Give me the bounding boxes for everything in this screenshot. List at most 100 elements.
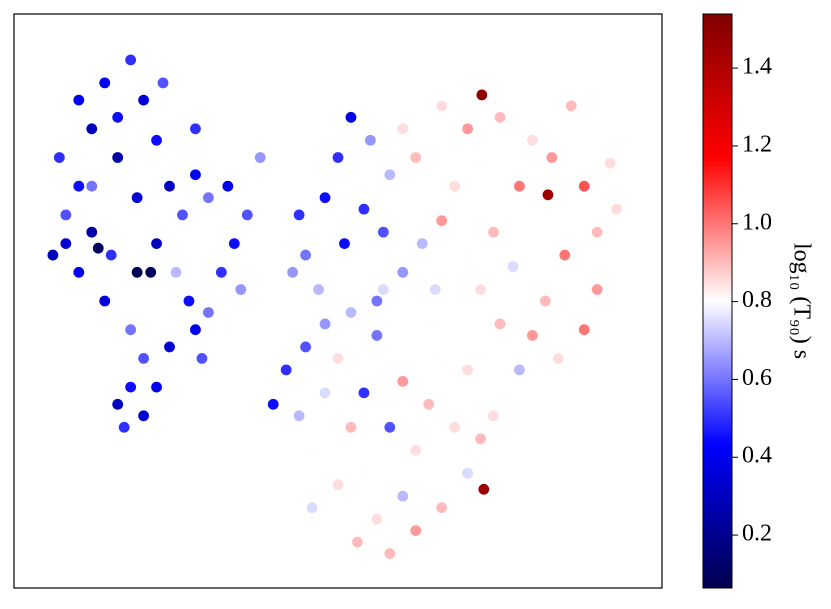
point — [551, 351, 565, 365]
point — [137, 93, 151, 107]
point — [409, 523, 423, 538]
colorbar-label: log₁₀ (T₉₀) s — [788, 243, 814, 359]
point — [130, 265, 144, 279]
colorbar-tick-label: 0.2 — [742, 521, 772, 547]
point — [363, 133, 377, 147]
point — [473, 432, 488, 446]
point — [525, 133, 540, 147]
point — [422, 317, 436, 331]
point — [253, 150, 267, 165]
point — [475, 88, 489, 102]
point — [435, 99, 449, 113]
colorbar-tick-label: 0.6 — [742, 365, 772, 391]
point — [169, 265, 183, 279]
point — [149, 133, 164, 147]
point — [577, 323, 591, 337]
point — [98, 294, 112, 308]
point — [473, 282, 488, 297]
point — [331, 478, 345, 492]
point — [415, 237, 429, 251]
point — [85, 122, 99, 136]
colorbar — [702, 13, 733, 589]
point — [512, 179, 527, 193]
point — [435, 351, 449, 365]
point — [292, 208, 306, 222]
point — [234, 282, 248, 297]
point — [590, 282, 604, 297]
point — [370, 328, 384, 343]
point — [493, 110, 507, 124]
point — [506, 259, 520, 274]
point — [201, 191, 215, 205]
point — [512, 363, 527, 377]
point — [344, 420, 358, 434]
point — [299, 340, 313, 354]
point — [396, 374, 410, 388]
colorbar-tick-label: 1.2 — [742, 131, 772, 157]
point — [603, 156, 617, 170]
point — [448, 179, 462, 193]
point — [486, 409, 501, 423]
point — [435, 501, 449, 515]
point — [541, 188, 555, 202]
point — [318, 191, 332, 205]
point — [376, 225, 390, 239]
point — [422, 397, 436, 411]
point — [124, 380, 138, 394]
point — [59, 237, 73, 251]
point — [175, 208, 190, 222]
point — [538, 294, 552, 308]
point — [396, 122, 410, 136]
point — [616, 133, 630, 147]
point — [461, 363, 475, 377]
point — [104, 248, 118, 262]
colorbar-tick-label: 1.0 — [742, 209, 772, 235]
point — [240, 208, 254, 222]
point — [305, 501, 319, 515]
point — [188, 323, 203, 337]
point — [59, 208, 73, 222]
point — [266, 397, 280, 411]
point — [357, 466, 371, 480]
point — [149, 237, 164, 251]
point — [214, 265, 228, 279]
point — [91, 241, 105, 255]
points — [46, 53, 630, 561]
point — [461, 466, 475, 480]
point — [111, 150, 125, 165]
point — [486, 225, 501, 239]
point — [383, 168, 397, 182]
colorbar-tick-label: 1.4 — [742, 54, 772, 80]
point — [409, 443, 423, 457]
point — [461, 248, 475, 262]
point — [130, 191, 144, 205]
point — [188, 168, 203, 182]
point — [311, 282, 326, 297]
point — [435, 214, 449, 228]
point — [85, 179, 99, 193]
point — [72, 93, 86, 107]
point — [85, 225, 99, 239]
point — [137, 409, 151, 423]
plot-frame — [13, 13, 663, 589]
point — [610, 202, 624, 216]
point — [350, 535, 365, 549]
point — [344, 305, 358, 320]
point — [221, 179, 235, 193]
point — [292, 409, 306, 423]
point — [383, 546, 397, 561]
point — [493, 317, 507, 331]
point — [318, 317, 332, 331]
point — [331, 150, 345, 165]
point — [409, 150, 423, 165]
point — [286, 265, 300, 279]
point — [144, 265, 158, 279]
point — [357, 202, 371, 216]
point — [477, 482, 491, 496]
point — [227, 237, 241, 251]
point — [188, 122, 203, 136]
point — [156, 76, 170, 90]
point — [72, 265, 86, 279]
